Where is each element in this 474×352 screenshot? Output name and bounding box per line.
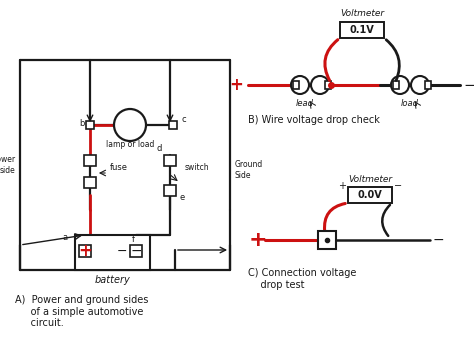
Text: Voltmeter: Voltmeter [340, 10, 384, 19]
Bar [393, 81, 399, 89]
Text: 0.1V: 0.1V [350, 25, 374, 35]
Text: −: − [463, 77, 474, 93]
Circle shape [391, 76, 409, 94]
Text: +: + [78, 242, 92, 260]
Text: Power
side: Power side [0, 155, 15, 175]
Bar [130, 245, 142, 257]
Bar [75, 235, 150, 270]
Text: −: − [433, 233, 445, 247]
Bar [325, 81, 331, 89]
Text: Voltmeter: Voltmeter [348, 175, 392, 183]
Text: battery: battery [95, 275, 130, 285]
Text: 0.0V: 0.0V [357, 190, 383, 200]
Bar [340, 22, 384, 38]
Text: lamp or load: lamp or load [106, 140, 154, 149]
Text: A)  Power and ground sides
     of a simple automotive
     circuit.: A) Power and ground sides of a simple au… [15, 295, 148, 328]
Bar [164, 155, 176, 166]
Bar [84, 155, 96, 166]
Text: −: − [394, 181, 402, 191]
Text: d: d [156, 144, 162, 153]
Text: −: − [130, 244, 142, 258]
Bar [348, 187, 392, 203]
Text: f: f [132, 235, 135, 244]
Bar [425, 81, 431, 89]
Bar [79, 245, 91, 257]
Circle shape [114, 109, 146, 141]
Circle shape [291, 76, 309, 94]
Bar [169, 121, 177, 129]
Bar [86, 121, 94, 129]
Text: a: a [63, 233, 68, 241]
Text: B) Wire voltage drop check: B) Wire voltage drop check [248, 115, 380, 125]
Text: −: − [117, 245, 127, 258]
Text: +: + [249, 230, 267, 250]
Text: c: c [182, 115, 187, 125]
Circle shape [311, 76, 329, 94]
Bar [164, 185, 176, 196]
Text: e: e [180, 193, 185, 201]
Text: fuse: fuse [110, 163, 128, 172]
Bar [318, 231, 336, 249]
Text: Ground
Side: Ground Side [235, 160, 263, 180]
Text: C) Connection voltage
    drop test: C) Connection voltage drop test [248, 268, 356, 290]
Bar [84, 177, 96, 188]
Bar [293, 81, 299, 89]
Circle shape [411, 76, 429, 94]
Text: +: + [229, 76, 243, 94]
Text: switch: switch [185, 163, 210, 172]
Text: +: + [338, 181, 346, 191]
Text: lead: lead [296, 99, 314, 107]
Text: load: load [401, 99, 419, 107]
Text: b: b [80, 119, 85, 127]
